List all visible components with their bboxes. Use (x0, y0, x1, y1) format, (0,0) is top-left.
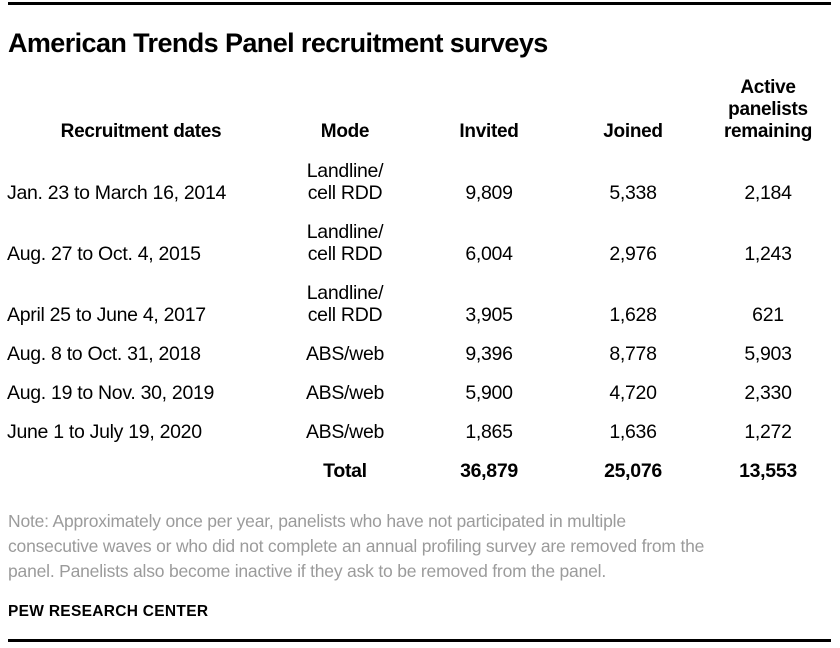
total-joined: 25,076 (604, 460, 662, 482)
cell-dates: April 25 to June 4, 2017 (7, 304, 206, 326)
cell-mode: ABS/web (305, 421, 385, 443)
table-row: Aug. 8 to Oct. 31, 2018 ABS/web 9,396 8,… (7, 326, 833, 365)
table-row: Aug. 19 to Nov. 30, 2019 ABS/web 5,900 4… (7, 365, 833, 404)
cell-dates: June 1 to July 19, 2020 (7, 421, 202, 443)
cell-joined: 8,778 (609, 343, 657, 365)
table-row: April 25 to June 4, 2017 Landline/ cell … (7, 265, 833, 326)
cell-empty (7, 443, 275, 482)
note-line: panel. Panelists also become inactive if… (8, 561, 607, 581)
cell-remaining: 5,903 (744, 343, 792, 365)
figure-title: American Trends Panel recruitment survey… (8, 28, 548, 58)
table-row: Jan. 23 to March 16, 2014 Landline/ cell… (7, 143, 833, 204)
cell-invited: 3,905 (465, 304, 513, 326)
recruitment-table: Recruitment dates Mode Invited Joined Ac… (7, 71, 833, 482)
col-header-recruitment-dates: Recruitment dates (60, 121, 222, 142)
cell-invited: 5,900 (465, 382, 513, 404)
note-text: Note: Approximately once per year, panel… (8, 509, 840, 584)
cell-invited: 1,865 (465, 421, 513, 443)
cell-dates: Aug. 19 to Nov. 30, 2019 (7, 382, 215, 404)
source-label: PEW RESEARCH CENTER (8, 603, 209, 620)
cell-mode: Landline/ cell RDD (306, 221, 384, 265)
cell-invited: 6,004 (465, 243, 513, 265)
cell-mode: Landline/ cell RDD (306, 160, 384, 204)
cell-mode: ABS/web (305, 343, 385, 365)
cell-joined: 5,338 (609, 182, 657, 204)
col-header-invited: Invited (459, 121, 519, 142)
col-header-joined: Joined (603, 121, 663, 142)
top-rule (8, 2, 831, 5)
table-row: Aug. 27 to Oct. 4, 2015 Landline/ cell R… (7, 204, 833, 265)
total-label: Total (323, 460, 367, 482)
note-line: Note: Approximately once per year, panel… (8, 511, 626, 531)
cell-dates: Aug. 27 to Oct. 4, 2015 (7, 243, 201, 265)
table-row: June 1 to July 19, 2020 ABS/web 1,865 1,… (7, 404, 833, 443)
cell-invited: 9,809 (465, 182, 513, 204)
header-row: Recruitment dates Mode Invited Joined Ac… (7, 71, 833, 143)
cell-mode: Landline/ cell RDD (306, 282, 384, 326)
cell-remaining: 2,330 (744, 382, 792, 404)
cell-remaining: 621 (752, 304, 784, 326)
total-row: Total 36,879 25,076 13,553 (7, 443, 833, 482)
cell-dates: Aug. 8 to Oct. 31, 2018 (7, 343, 201, 365)
cell-remaining: 1,272 (744, 421, 792, 443)
note-line: consecutive waves or who did not complet… (8, 536, 705, 556)
cell-joined: 1,628 (609, 304, 657, 326)
cell-joined: 4,720 (609, 382, 657, 404)
cell-remaining: 2,184 (744, 182, 792, 204)
cell-dates: Jan. 23 to March 16, 2014 (7, 182, 227, 204)
total-invited: 36,879 (460, 460, 518, 482)
cell-joined: 2,976 (609, 243, 657, 265)
cell-joined: 1,636 (609, 421, 657, 443)
cell-mode: ABS/web (305, 382, 385, 404)
total-remaining: 13,553 (739, 460, 797, 482)
col-header-active-panelists-remaining: Active panelists remaining (723, 77, 813, 142)
col-header-mode: Mode (320, 121, 370, 142)
cell-invited: 9,396 (465, 343, 513, 365)
bottom-rule (8, 639, 831, 642)
cell-remaining: 1,243 (744, 243, 792, 265)
